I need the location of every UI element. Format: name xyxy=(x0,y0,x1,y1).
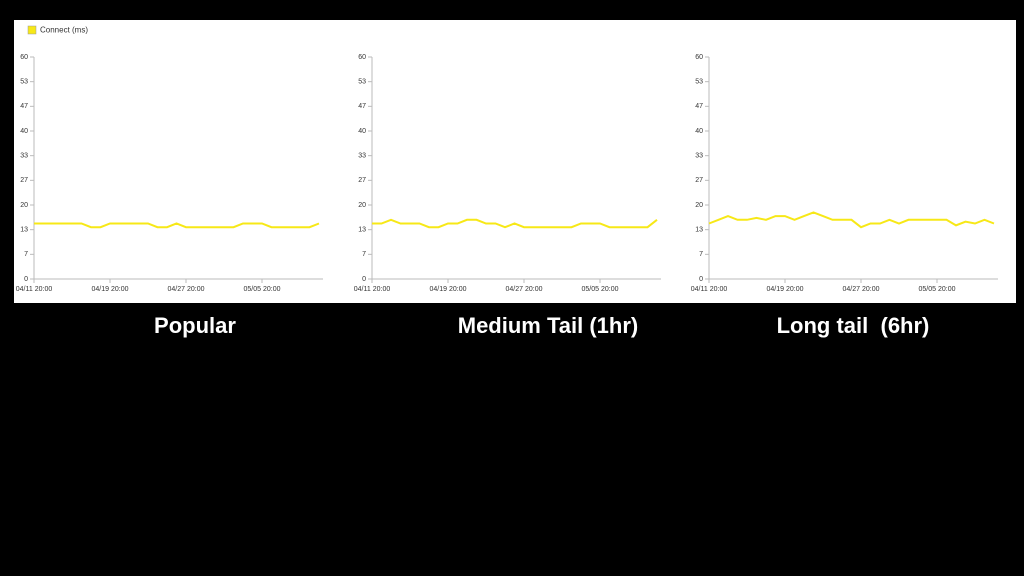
data-line xyxy=(708,211,995,229)
y-tick-label: 47 xyxy=(695,103,703,110)
y-tick-label: 0 xyxy=(699,276,703,283)
x-tick-label: 05/05 20:00 xyxy=(919,286,956,293)
x-tick-label: 04/11 20:00 xyxy=(691,286,728,293)
x-tick-label: 04/27 20:00 xyxy=(843,286,880,293)
y-tick-label: 33 xyxy=(20,153,28,160)
y-tick-label: 13 xyxy=(695,227,703,234)
x-tick-label: 04/27 20:00 xyxy=(168,286,205,293)
y-tick-label: 53 xyxy=(695,79,703,86)
y-tick-label: 20 xyxy=(20,202,28,209)
y-tick-label: 60 xyxy=(20,54,28,61)
y-tick-label: 7 xyxy=(362,251,366,258)
chart-caption: Popular xyxy=(154,313,236,338)
y-tick-label: 47 xyxy=(20,103,28,110)
y-tick-label: 33 xyxy=(358,153,366,160)
y-tick-label: 53 xyxy=(20,79,28,86)
y-tick-label: 27 xyxy=(20,177,28,184)
y-tick-label: 0 xyxy=(362,276,366,283)
x-tick-label: 04/11 20:00 xyxy=(354,286,391,293)
y-tick-label: 13 xyxy=(20,227,28,234)
y-tick-label: 27 xyxy=(695,177,703,184)
y-tick-label: 33 xyxy=(695,153,703,160)
y-tick-label: 13 xyxy=(358,227,366,234)
y-tick-label: 7 xyxy=(24,251,28,258)
x-tick-label: 04/19 20:00 xyxy=(92,286,129,293)
y-tick-label: 53 xyxy=(358,79,366,86)
y-tick-label: 20 xyxy=(358,202,366,209)
y-tick-label: 20 xyxy=(695,202,703,209)
chart-caption: Medium Tail (1hr) xyxy=(458,313,639,338)
chart-panel xyxy=(14,20,1016,303)
y-tick-label: 7 xyxy=(699,251,703,258)
x-tick-label: 05/05 20:00 xyxy=(582,286,619,293)
y-tick-label: 47 xyxy=(358,103,366,110)
chart-caption: Long tail (6hr) xyxy=(777,313,930,338)
data-line xyxy=(34,222,320,229)
y-tick-label: 60 xyxy=(358,54,366,61)
y-tick-label: 0 xyxy=(24,276,28,283)
legend-swatch xyxy=(27,25,37,35)
y-tick-label: 40 xyxy=(695,128,703,135)
legend-label: Connect (ms) xyxy=(40,26,88,35)
y-tick-label: 40 xyxy=(358,128,366,135)
x-tick-label: 04/27 20:00 xyxy=(506,286,543,293)
x-tick-label: 05/05 20:00 xyxy=(244,286,281,293)
y-tick-label: 27 xyxy=(358,177,366,184)
x-tick-label: 04/11 20:00 xyxy=(16,286,53,293)
data-line xyxy=(372,218,658,229)
y-tick-label: 60 xyxy=(695,54,703,61)
x-tick-label: 04/19 20:00 xyxy=(430,286,467,293)
x-tick-label: 04/19 20:00 xyxy=(767,286,804,293)
y-tick-label: 40 xyxy=(20,128,28,135)
